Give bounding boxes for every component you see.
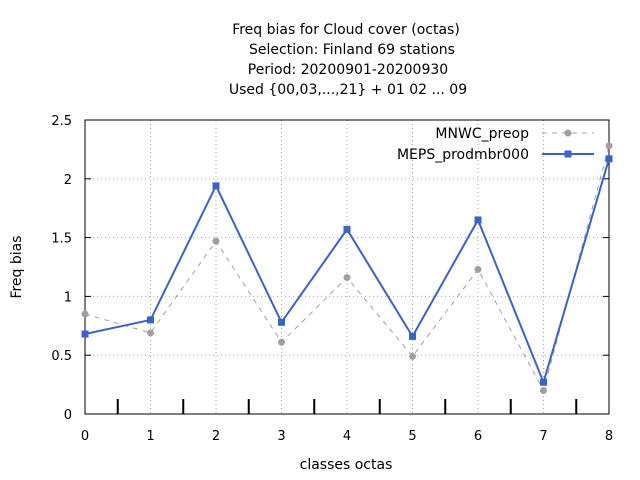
series-MEPS_prodmbr000 xyxy=(81,155,613,386)
data-point xyxy=(147,329,154,337)
legend-label: MEPS_prodmbr000 xyxy=(397,147,529,163)
x-tick-label: 6 xyxy=(474,429,482,444)
data-point xyxy=(212,237,220,245)
x-tick-label: 8 xyxy=(605,429,613,444)
data-point xyxy=(409,352,416,360)
chart-title-line-2: Selection: Finland 69 stations xyxy=(249,42,455,58)
x-tick-label: 5 xyxy=(408,429,416,444)
legend-label: MNWC_preop xyxy=(435,126,529,142)
chart-title-line-3: Period: 20200901-20200930 xyxy=(248,62,448,78)
plot-frame xyxy=(84,119,610,415)
y-tick-label: 2 xyxy=(64,173,72,188)
data-point xyxy=(474,216,482,224)
y-axis-label: Freq bias xyxy=(9,235,25,298)
y-tick-label: 2.5 xyxy=(51,114,72,129)
chart-title: Freq bias for Cloud cover (octas) Select… xyxy=(229,22,467,98)
series xyxy=(81,142,613,394)
data-point xyxy=(81,330,89,338)
x-tick-label: 7 xyxy=(539,429,547,444)
x-tick-label: 4 xyxy=(343,429,351,444)
data-point xyxy=(540,378,547,386)
y-tick-label: 1 xyxy=(64,290,72,305)
y-tick-label: 1.5 xyxy=(51,232,72,247)
data-point xyxy=(409,332,416,340)
x-tick-label: 0 xyxy=(81,429,89,444)
data-point xyxy=(212,182,220,190)
legend: MNWC_preop MEPS_prodmbr000 xyxy=(397,126,594,163)
x-tick-label: 1 xyxy=(146,429,154,444)
data-point xyxy=(278,338,285,346)
data-point xyxy=(343,225,351,233)
data-point xyxy=(605,142,613,150)
series-MNWC_preop xyxy=(81,142,613,394)
legend-swatch-marker xyxy=(564,150,572,158)
grid xyxy=(85,120,609,414)
y-tick-label: 0 xyxy=(64,408,72,423)
legend-swatch-marker xyxy=(564,129,572,137)
data-point xyxy=(540,386,547,394)
y-tick-label: 0.5 xyxy=(51,349,72,364)
x-tick-label: 2 xyxy=(212,429,220,444)
axes: 0 0.5 1 1.5 2 2.5 0 1 2 3 4 5 6 7 8 xyxy=(51,114,613,444)
data-point xyxy=(81,310,89,318)
data-point xyxy=(278,318,285,326)
chart-title-line-1: Freq bias for Cloud cover (octas) xyxy=(232,22,460,38)
x-tick-label: 3 xyxy=(277,429,285,444)
data-point xyxy=(474,265,482,273)
x-axis-label: classes octas xyxy=(300,457,393,473)
data-point xyxy=(605,155,613,163)
data-point xyxy=(343,274,351,282)
chart-title-line-4: Used {00,03,...,21} + 01 02 ... 09 xyxy=(229,82,467,98)
data-point xyxy=(147,316,154,324)
